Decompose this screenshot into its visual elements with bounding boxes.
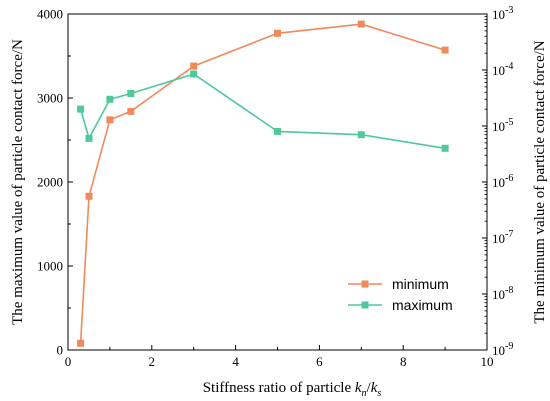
data-point-maximum [85, 134, 93, 142]
x-axis-ticks: 0 2 4 6 8 10 [65, 345, 494, 369]
data-point-minimum [85, 192, 93, 200]
left-y-tick-label: 3000 [37, 91, 63, 106]
x-tick-label: 10 [481, 354, 494, 369]
data-point-minimum [357, 20, 365, 28]
x-tick-label: 2 [149, 354, 156, 369]
data-point-minimum [441, 46, 449, 54]
legend-marker-minimum [361, 280, 369, 288]
left-y-tick-label: 1000 [37, 259, 63, 274]
data-point-maximum [127, 90, 135, 97]
data-point-maximum [106, 95, 114, 103]
data-point-minimum [274, 29, 281, 37]
right-y-tick-label: 10-7 [492, 229, 513, 246]
x-tick-label: 4 [232, 354, 239, 369]
data-point-maximum [357, 131, 365, 139]
data-point-minimum [77, 339, 85, 347]
series-line-maximum [79, 73, 446, 150]
x-tick-label: 6 [316, 354, 323, 369]
right-y-axis-ticks: 10-9 10-8 10-7 10-6 10-5 10-4 10-3 [482, 5, 513, 358]
right-y-tick-label: 10-3 [492, 5, 513, 22]
right-y-axis-label: The minimum value of particle contact fo… [532, 40, 548, 323]
data-point-minimum [106, 116, 114, 124]
left-y-tick-label: 0 [57, 343, 64, 358]
data-point-maximum [441, 144, 449, 152]
right-y-tick-label: 10-6 [492, 173, 513, 190]
data-point-maximum [190, 70, 198, 78]
x-tick-label: 8 [400, 354, 407, 369]
data-point-minimum [190, 62, 198, 70]
legend: minimum maximum [348, 276, 453, 313]
right-y-tick-label: 10-9 [492, 341, 513, 358]
x-axis-label: Stiffness ratio of particle kn/ks [203, 380, 382, 399]
data-point-minimum [127, 107, 135, 115]
legend-label-maximum: maximum [392, 297, 453, 313]
data-point-maximum [77, 105, 85, 113]
right-y-tick-label: 10-5 [492, 117, 513, 134]
legend-label-minimum: minimum [392, 276, 449, 292]
left-y-axis-label: The maximum value of particle contact fo… [10, 39, 26, 325]
series-line-minimum [79, 23, 446, 344]
right-y-tick-label: 10-8 [492, 285, 513, 302]
left-y-axis-ticks: 0 1000 2000 3000 4000 [37, 7, 73, 358]
legend-marker-maximum [361, 301, 369, 309]
data-point-maximum [274, 127, 281, 135]
x-tick-label: 0 [65, 354, 72, 369]
series-layer [77, 20, 449, 347]
left-y-tick-label: 4000 [37, 7, 63, 22]
left-y-tick-label: 2000 [37, 175, 63, 190]
right-y-tick-label: 10-4 [492, 61, 513, 78]
